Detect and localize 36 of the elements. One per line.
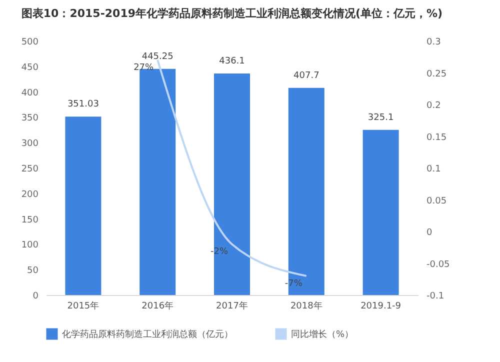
y2-tick-label: 0.2: [426, 101, 441, 111]
x-tick-label: 2019.1-9: [360, 302, 402, 312]
y2-tick-label: 0.05: [426, 196, 447, 206]
y-tick-label: 450: [21, 62, 39, 73]
bar: [362, 130, 399, 295]
legend-label: 化学药品原料药制造工业利润总额（亿元）: [62, 329, 233, 340]
x-tick-label: 2017年: [216, 300, 248, 312]
y-tick-label: 500: [21, 38, 39, 48]
y-tick-label: 0: [32, 292, 39, 302]
y2-tick-label: 0.25: [426, 69, 447, 80]
y-tick-label: 200: [21, 190, 39, 200]
y-tick-label: 50: [27, 266, 39, 276]
y2-tick-label: -0.1: [426, 292, 444, 302]
y-tick-label: 150: [21, 215, 39, 226]
y2-tick-label: 0.15: [426, 132, 447, 143]
y-tick-label: 400: [21, 88, 39, 98]
legend-label: 同比增长（%）: [291, 329, 354, 340]
chart-title: 图表10：2015-2019年化学药品原料药制造工业利润总额变化情况(单位：亿元，%): [21, 7, 443, 20]
bar: [65, 116, 102, 295]
data-label: 436.1: [219, 56, 245, 66]
y2-tick-label: 0.1: [426, 164, 441, 174]
data-label: 407.7: [294, 70, 320, 81]
y-tick-label: 350: [21, 114, 39, 124]
y2-tick-label: 0: [426, 228, 432, 238]
y-tick-label: 250: [21, 164, 39, 174]
x-tick-label: 2016年: [142, 300, 174, 312]
bar: [140, 68, 176, 295]
x-tick-label: 2015年: [67, 300, 100, 312]
y-tick-label: 100: [21, 240, 39, 251]
data-label: 325.1: [368, 112, 394, 123]
data-label: 351.03: [67, 100, 99, 110]
y2-tick-label: 0.3: [426, 38, 441, 48]
data-label: 445.25: [142, 52, 174, 62]
y-tick-label: 300: [21, 139, 39, 150]
x-tick-label: 2018年: [290, 300, 322, 312]
y2-tick-label: -0.05: [426, 260, 450, 270]
